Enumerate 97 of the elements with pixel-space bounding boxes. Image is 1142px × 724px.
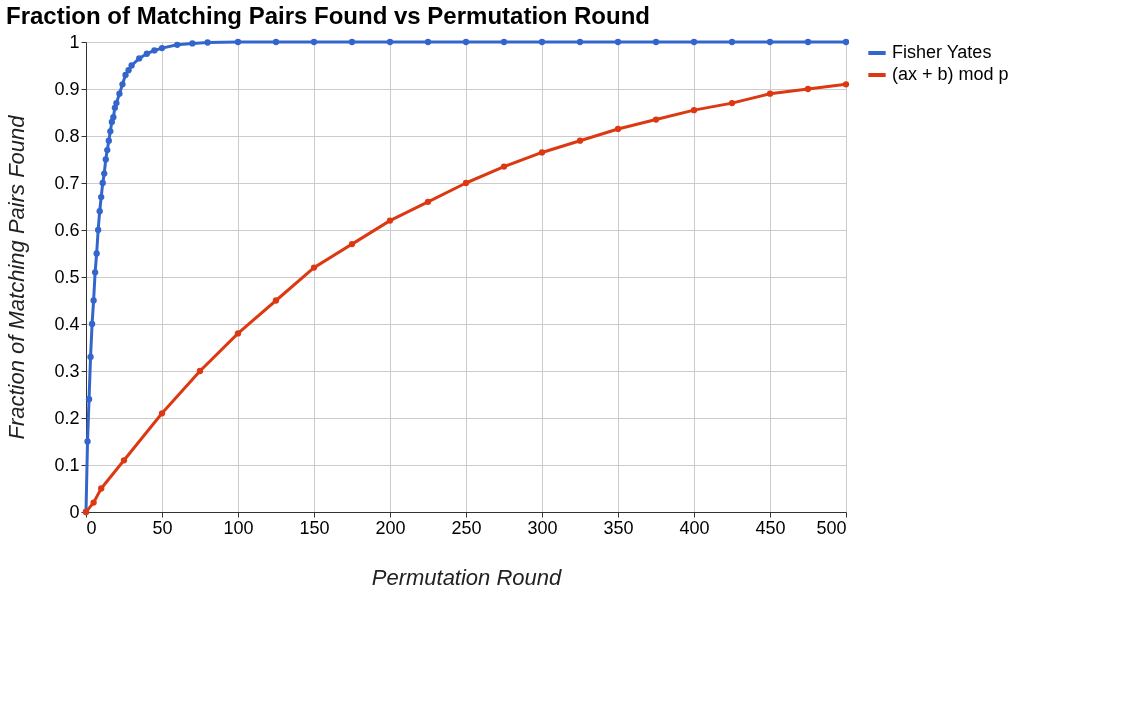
point bbox=[728, 38, 736, 46]
point bbox=[348, 38, 356, 46]
point bbox=[84, 438, 91, 445]
point bbox=[98, 485, 105, 492]
y-tick-label: 0.6 bbox=[54, 219, 80, 240]
y-tick-label: 0.1 bbox=[54, 454, 80, 475]
point bbox=[842, 81, 850, 88]
point bbox=[87, 353, 94, 361]
x-tick-label: 0 bbox=[86, 517, 97, 538]
point bbox=[728, 99, 736, 107]
point bbox=[107, 128, 114, 135]
x-tick-label: 100 bbox=[223, 517, 254, 538]
point bbox=[122, 71, 129, 79]
point bbox=[120, 457, 128, 464]
point bbox=[804, 85, 812, 93]
point bbox=[652, 116, 660, 123]
y-tick-label: 0.9 bbox=[54, 78, 80, 99]
point bbox=[690, 106, 698, 114]
point bbox=[151, 47, 158, 54]
point bbox=[690, 38, 698, 46]
y-tick-label: 0 bbox=[69, 501, 80, 522]
point bbox=[538, 149, 546, 156]
x-tick-label: 250 bbox=[451, 517, 482, 538]
point bbox=[136, 55, 143, 62]
point bbox=[119, 81, 126, 88]
point bbox=[113, 99, 120, 107]
point bbox=[500, 38, 508, 46]
x-tick-label: 50 bbox=[152, 517, 173, 538]
point bbox=[234, 330, 242, 337]
x-axis-title: Permutation Round bbox=[371, 564, 563, 590]
point bbox=[234, 38, 242, 46]
point bbox=[576, 137, 584, 144]
point bbox=[158, 410, 166, 417]
point bbox=[348, 240, 356, 248]
x-tick-label: 350 bbox=[603, 517, 634, 538]
legend-label: Fisher Yates bbox=[892, 42, 992, 62]
y-tick-label: 1 bbox=[69, 31, 80, 52]
point bbox=[538, 38, 546, 46]
point bbox=[804, 38, 812, 46]
point bbox=[310, 264, 318, 271]
x-tick-label: 400 bbox=[679, 517, 710, 538]
point bbox=[196, 367, 204, 375]
point bbox=[90, 297, 97, 304]
point bbox=[108, 118, 115, 126]
y-tick-label: 0.8 bbox=[54, 125, 80, 146]
point bbox=[102, 156, 109, 163]
point bbox=[842, 38, 850, 46]
point bbox=[386, 217, 394, 224]
point bbox=[99, 179, 106, 187]
point bbox=[143, 50, 150, 57]
point bbox=[500, 163, 508, 170]
point bbox=[105, 137, 112, 144]
point bbox=[101, 170, 108, 177]
x-tick-label: 500 bbox=[816, 517, 847, 538]
point bbox=[272, 38, 280, 46]
point bbox=[462, 38, 470, 46]
y-tick-label: 0.3 bbox=[54, 360, 80, 381]
point bbox=[125, 67, 132, 74]
point bbox=[95, 226, 102, 234]
point bbox=[110, 114, 117, 121]
point bbox=[424, 38, 432, 46]
point bbox=[462, 179, 470, 187]
point bbox=[614, 38, 622, 46]
point bbox=[104, 146, 111, 154]
y-tick-label: 0.5 bbox=[54, 266, 80, 287]
point bbox=[424, 198, 432, 205]
point bbox=[91, 269, 99, 276]
point bbox=[204, 39, 211, 46]
point bbox=[652, 38, 660, 46]
point bbox=[310, 38, 318, 46]
point bbox=[88, 320, 96, 328]
chart-title: Fraction of Matching Pairs Found vs Permutation Round bbox=[5, 2, 651, 29]
x-tick-label: 150 bbox=[299, 517, 330, 538]
point bbox=[158, 44, 166, 52]
y-tick-label: 0.7 bbox=[54, 172, 80, 193]
point bbox=[116, 90, 123, 97]
point bbox=[98, 193, 105, 201]
point bbox=[96, 208, 103, 215]
point bbox=[766, 90, 774, 97]
point bbox=[614, 125, 622, 133]
point bbox=[85, 396, 93, 403]
x-tick-label: 300 bbox=[527, 517, 558, 538]
x-tick-label: 200 bbox=[375, 517, 406, 538]
y-axis-title: Fraction of Matching Pairs Found bbox=[4, 114, 30, 440]
point bbox=[766, 38, 774, 46]
point bbox=[386, 38, 394, 46]
x-tick-label: 450 bbox=[755, 517, 786, 538]
point bbox=[128, 62, 135, 69]
point bbox=[272, 297, 280, 304]
point bbox=[174, 41, 181, 48]
point bbox=[93, 250, 100, 257]
point bbox=[576, 38, 584, 46]
point bbox=[189, 40, 196, 47]
point bbox=[90, 499, 97, 506]
y-tick-label: 0.2 bbox=[54, 407, 80, 428]
y-tick-label: 0.4 bbox=[54, 313, 80, 334]
legend-label: (ax + b) mod p bbox=[892, 64, 1009, 84]
